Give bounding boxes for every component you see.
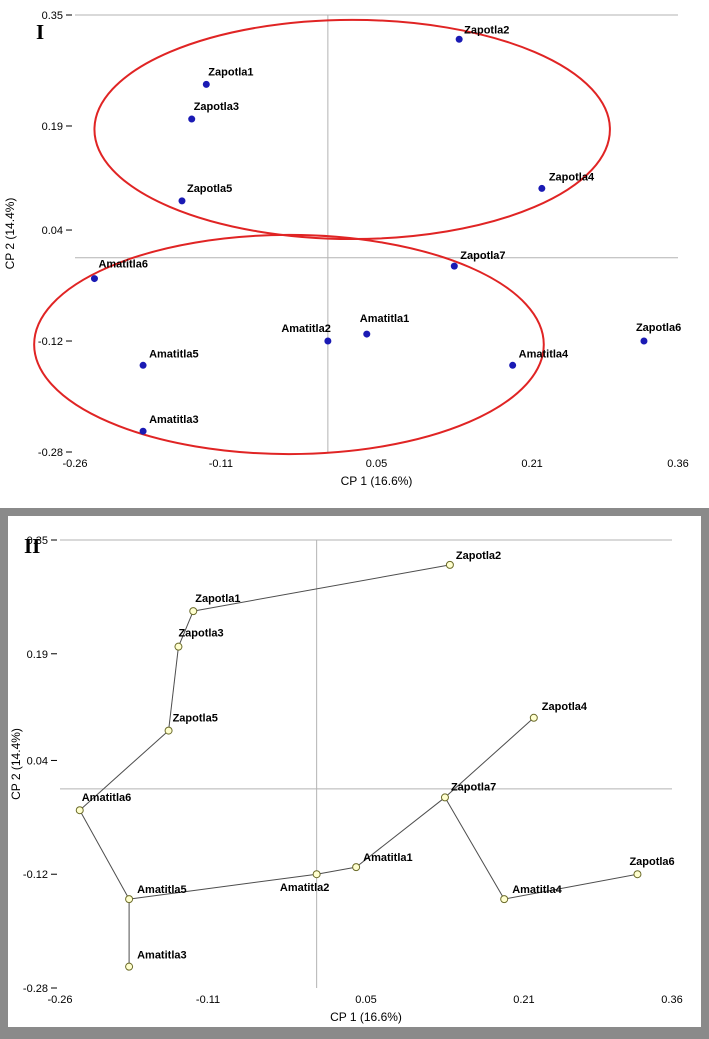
- x-tick-label: 0.36: [661, 994, 682, 1006]
- data-point-zapotla1: [202, 80, 210, 88]
- data-point-zapotla7: [440, 793, 449, 802]
- point-label-amatitla2: Amatitla2: [280, 882, 330, 894]
- point-label-zapotla4: Zapotla4: [542, 701, 588, 713]
- point-label-amatitla5: Amatitla5: [137, 884, 187, 896]
- cluster-ellipse-1: [93, 18, 611, 241]
- y-tick-label: 0.35: [27, 535, 48, 547]
- tree-edge-amatitla4-zapotla6: [504, 873, 638, 900]
- data-point-zapotla1: [189, 607, 198, 616]
- point-label-amatitla6: Amatitla6: [98, 259, 148, 271]
- data-point-amatitla3: [125, 962, 134, 971]
- point-label-amatitla1: Amatitla1: [363, 852, 413, 864]
- panel-1-plot: 0.35 0.19 0.04 -0.12 -0.28-0.26 -0.11 0.05 0.21…: [3, 10, 689, 488]
- y-tick-label: -0.28: [23, 983, 48, 995]
- data-point-zapotla6: [633, 870, 642, 879]
- data-point-zapotla4: [538, 184, 546, 192]
- x-tick-label: 0.21: [521, 458, 542, 470]
- tree-edge-amatitla1-zapotla7: [355, 797, 446, 868]
- panel-2-frame: II 0.35 0.19 0.04 -0.12 -0.28 -0.26 -0.11 0.05 0…: [0, 508, 709, 1039]
- y-tick-label: 0.04: [27, 755, 48, 767]
- x-tick-label: 0.21: [513, 994, 534, 1006]
- data-point-amatitla2: [324, 337, 332, 345]
- y-tick-label: 0.19: [27, 649, 48, 661]
- tree-edge-zapotla5-amatitla6: [79, 730, 169, 811]
- point-label-amatitla6: Amatitla6: [82, 792, 132, 804]
- point-label-zapotla7: Zapotla7: [451, 781, 496, 793]
- tree-edge-amatitla5-amatitla2: [129, 873, 317, 900]
- point-label-zapotla3: Zapotla3: [178, 628, 223, 640]
- tree-edge-zapotla1-zapotla3: [177, 610, 194, 647]
- data-point-zapotla6: [640, 337, 648, 345]
- point-label-zapotla6: Zapotla6: [636, 322, 681, 334]
- point-label-zapotla2: Zapotla2: [456, 550, 501, 562]
- tree-edge-amatitla6-amatitla5: [79, 809, 130, 900]
- data-point-amatitla5: [139, 361, 147, 369]
- y-tick-label: -0.12: [23, 869, 48, 881]
- x-axis-title: CP 1 (16.6%): [341, 474, 413, 488]
- data-point-amatitla5: [125, 895, 134, 904]
- tree-edge-amatitla2-amatitla1: [316, 866, 357, 875]
- y-tick-label: -0.28: [38, 447, 63, 459]
- point-label-zapotla1: Zapotla1: [208, 66, 253, 78]
- tree-edge-zapotla2-zapotla1: [193, 564, 450, 612]
- y-tick-label: -0.12: [38, 336, 63, 348]
- data-point-zapotla5: [178, 197, 186, 205]
- data-point-amatitla6: [75, 806, 84, 815]
- panel-2-plot: 0.35 0.19 0.04 -0.12 -0.28-0.26 -0.11 0.05 0.21…: [9, 535, 683, 1024]
- data-point-zapotla5: [164, 726, 173, 735]
- x-tick-label: 0.36: [667, 458, 688, 470]
- point-label-zapotla5: Zapotla5: [173, 713, 218, 725]
- tree-edge-zapotla7-zapotla4: [444, 717, 535, 798]
- point-label-amatitla4: Amatitla4: [512, 884, 562, 896]
- x-tick-label: -0.26: [47, 994, 72, 1006]
- cluster-ellipse-2: [33, 233, 545, 456]
- x-tick-label: 0.05: [366, 458, 387, 470]
- x-tick-label: 0.05: [355, 994, 376, 1006]
- data-point-zapotla3: [174, 642, 183, 651]
- x-tick-label: -0.11: [209, 458, 233, 470]
- data-point-amatitla1: [352, 863, 361, 872]
- tree-edge-zapotla3-zapotla5: [168, 646, 179, 731]
- x-tick-label: -0.11: [196, 994, 220, 1006]
- point-label-zapotla6: Zapotla6: [629, 856, 674, 868]
- x-axis-title: CP 1 (16.6%): [330, 1010, 402, 1024]
- tree-edge-zapotla7-amatitla4: [444, 797, 505, 900]
- data-point-amatitla6: [90, 275, 98, 283]
- data-point-amatitla4: [500, 895, 509, 904]
- data-point-zapotla7: [450, 262, 458, 270]
- point-label-zapotla5: Zapotla5: [187, 183, 232, 195]
- data-point-amatitla2: [312, 870, 321, 879]
- y-axis-title: CP 2 (14.4%): [9, 728, 23, 800]
- data-point-zapotla4: [529, 713, 538, 722]
- point-label-zapotla1: Zapotla1: [195, 593, 240, 605]
- point-label-amatitla1: Amatitla1: [360, 313, 410, 325]
- point-label-amatitla5: Amatitla5: [149, 348, 199, 360]
- y-axis-title: CP 2 (14.4%): [3, 198, 17, 270]
- panel-2-roman-numeral: II: [24, 534, 41, 558]
- point-label-amatitla4: Amatitla4: [519, 348, 569, 360]
- x-tick-label: -0.26: [62, 458, 87, 470]
- data-point-zapotla2: [455, 35, 463, 43]
- point-label-zapotla7: Zapotla7: [460, 250, 505, 262]
- point-label-amatitla3: Amatitla3: [149, 414, 199, 426]
- point-label-zapotla3: Zapotla3: [194, 101, 239, 113]
- data-point-zapotla2: [445, 560, 454, 569]
- panel-1-scatter: I 0.35 0.19 0.04 -0.12 -0.28 -0.26 -0.11 0.05 0.…: [0, 0, 709, 505]
- y-tick-label: 0.19: [42, 121, 63, 133]
- data-point-amatitla1: [363, 330, 371, 338]
- panel-2-scatter: II 0.35 0.19 0.04 -0.12 -0.28 -0.26 -0.11 0.05 0…: [8, 516, 701, 1027]
- point-label-zapotla4: Zapotla4: [549, 171, 595, 183]
- y-tick-label: 0.35: [42, 10, 63, 22]
- point-label-amatitla2: Amatitla2: [281, 323, 331, 335]
- data-point-amatitla3: [139, 427, 147, 435]
- y-tick-label: 0.04: [42, 225, 63, 237]
- panel-1-roman-numeral: I: [36, 20, 45, 44]
- data-point-zapotla3: [188, 115, 196, 123]
- data-point-amatitla4: [509, 361, 517, 369]
- point-label-amatitla3: Amatitla3: [137, 950, 187, 962]
- point-label-zapotla2: Zapotla2: [464, 24, 509, 36]
